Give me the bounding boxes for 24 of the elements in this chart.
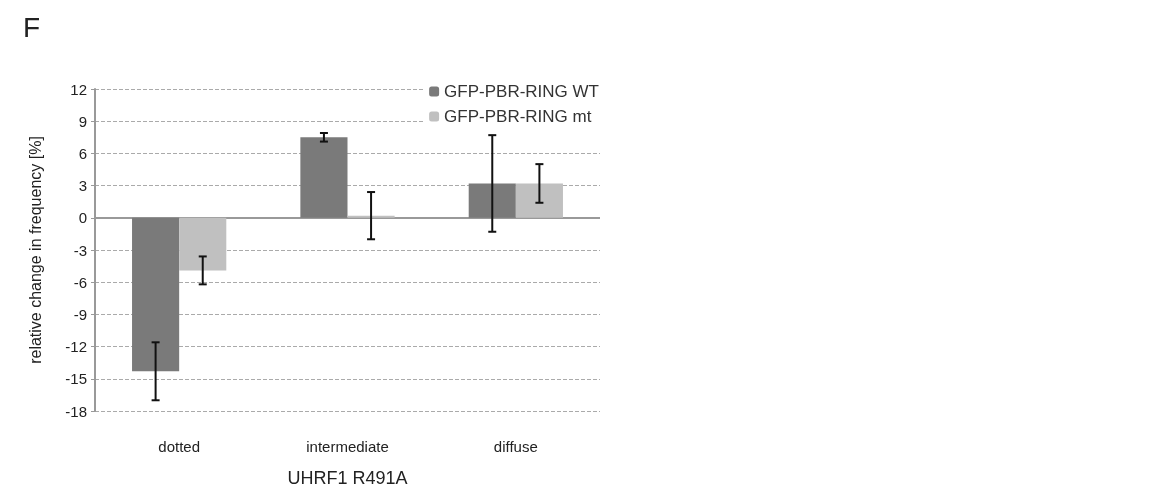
y-tick-label: 0 [78, 209, 87, 227]
y-tick-label: 6 [78, 144, 87, 162]
legend-label: GFP-PBR-RING mt [444, 107, 592, 126]
x-tick-label: diffuse [493, 438, 538, 455]
y-tick-label: -18 [65, 402, 87, 420]
x-tick-label: dotted [158, 438, 201, 455]
y-tick-label: -12 [65, 338, 87, 356]
chart-title: F [23, 11, 41, 43]
x-axis-title: UHRF1 R491A [287, 468, 408, 488]
bar [468, 183, 516, 218]
y-tick-label: -15 [65, 370, 87, 388]
y-tick-label: -6 [73, 273, 87, 291]
y-tick-label: -3 [73, 241, 87, 259]
bar [132, 217, 180, 372]
bar [300, 137, 348, 218]
bar [515, 183, 563, 218]
y-axis-title: relative change in frequency [%] [26, 136, 44, 364]
y-tick-label: -9 [73, 305, 87, 323]
legend-label: GFP-PBR-RING WT [444, 82, 600, 101]
bar [179, 217, 227, 271]
y-tick-label: 12 [70, 80, 87, 98]
y-tick-label: 9 [78, 112, 87, 130]
y-tick-label: 3 [78, 177, 87, 195]
x-tick-label: intermediate [306, 438, 389, 455]
